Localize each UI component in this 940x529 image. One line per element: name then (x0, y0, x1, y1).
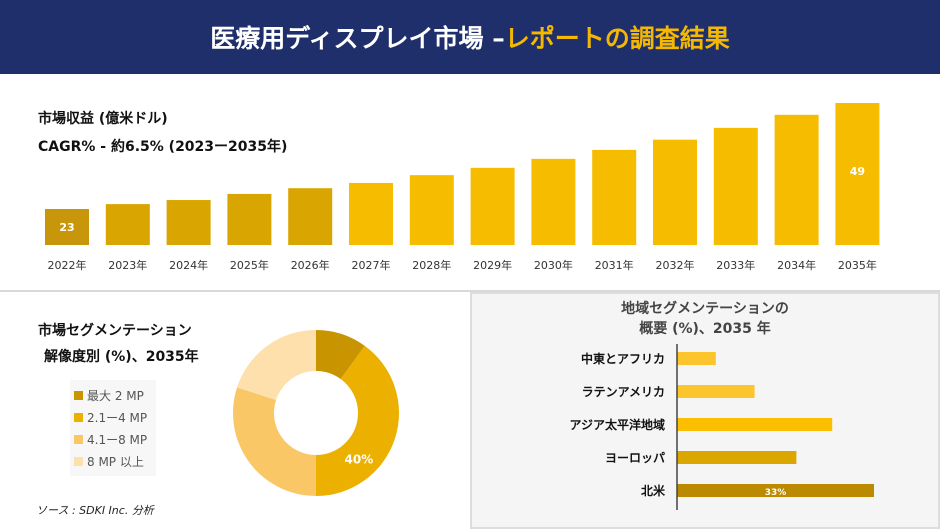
revenue-bar (45, 209, 89, 245)
revenue-chart: 23 2022年 2023年 2024年 2025年 2026年 2027年 2028年 202… (45, 103, 880, 272)
revenue-x-tick: 2035年 (838, 258, 877, 272)
revenue-x-tick: 2029年 (473, 258, 512, 272)
resolution-donut: 40% (232, 330, 399, 496)
revenue-title: 市場収益 (億米ドル) (38, 111, 168, 127)
source-note: ソース : SDKI Inc. 分析 (36, 504, 154, 517)
donut-slice (316, 345, 399, 496)
region-subtitle: 概要 (%)、2035 年 (639, 321, 771, 337)
revenue-bar (774, 114, 819, 245)
legend-swatch (74, 412, 83, 422)
revenue-bar (105, 204, 150, 245)
revenue-x-tick: 2026年 (291, 258, 330, 272)
region-label: ヨーロッパ (605, 451, 665, 465)
revenue-x-tick: 2027年 (352, 258, 391, 272)
revenue-bar (227, 193, 272, 245)
region-bar (677, 418, 833, 431)
legend-label: 4.1ー8 MP (87, 432, 148, 447)
revenue-x-tick: 2030年 (534, 258, 573, 272)
legend-label: 8 MP 以上 (87, 454, 144, 469)
legend-label: 最大 2 MP (87, 388, 144, 403)
revenue-bar (713, 127, 758, 245)
revenue-x-tick: 2022年 (48, 258, 87, 272)
resolution-subtitle: 解像度別 (%)、2035年 (44, 349, 199, 365)
revenue-bar (653, 139, 697, 245)
revenue-x-tick: 2025年 (230, 258, 269, 272)
cagr-text: CAGR% - 約6.5% (2023ー2035年) (38, 139, 288, 155)
region-data-label: 33% (765, 488, 787, 498)
region-label: 中東とアフリカ (581, 351, 665, 366)
revenue-panel: 市場収益 (億米ドル) CAGR% - 約6.5% (2023ー2035年) 2… (0, 74, 940, 290)
legend-swatch (74, 390, 83, 400)
revenue-x-tick: 2024年 (169, 258, 208, 272)
donut-slice (316, 330, 365, 380)
revenue-data-label: 23 (59, 221, 74, 234)
region-title: 地域セグメンテーションの (621, 301, 789, 317)
region-bar (677, 385, 755, 398)
region-bar (677, 352, 716, 365)
revenue-x-tick: 2032年 (656, 258, 695, 272)
revenue-x-tick: 2033年 (716, 258, 755, 272)
revenue-bar (409, 175, 454, 245)
legend-item: 2.1ー4 MP (74, 406, 152, 428)
legend-item: 最大 2 MP (74, 384, 152, 406)
revenue-bar (592, 149, 637, 245)
revenue-x-tick: 2028年 (412, 258, 451, 272)
header-title-accent: レポートの調査結果 (504, 24, 730, 53)
region-panel: 地域セグメンテーションの 概要 (%)、2035 年 中東とアフリカ ラテンアメリ… (470, 292, 940, 529)
revenue-data-label: 49 (850, 165, 865, 178)
revenue-x-tick: 2034年 (777, 258, 816, 272)
revenue-bar (835, 103, 880, 245)
revenue-bar (288, 188, 333, 245)
revenue-x-tick: 2023年 (108, 258, 147, 272)
legend-swatch (74, 456, 83, 466)
region-label: ラテンアメリカ (582, 385, 665, 399)
legend-swatch (74, 434, 83, 444)
revenue-x-tick: 2031年 (595, 258, 634, 272)
region-bar (677, 484, 874, 497)
revenue-bar (470, 167, 515, 245)
region-label: アジア太平洋地域 (569, 417, 665, 432)
legend-item: 4.1ー8 MP (74, 428, 152, 450)
page-header: 医療用ディスプレイ市場 – レポートの調査結果 (0, 0, 940, 74)
resolution-title: 市場セグメンテーション (38, 323, 192, 339)
revenue-bar (166, 200, 211, 245)
donut-slice (232, 387, 316, 496)
revenue-bar (349, 182, 393, 245)
donut-data-label: 40% (345, 452, 374, 466)
legend-item: 8 MP 以上 (74, 450, 152, 472)
revenue-bar (531, 158, 576, 245)
resolution-panel: 市場セグメンテーション 解像度別 (%)、2035年 最大 2 MP 2.1ー4 … (0, 292, 470, 529)
donut-legend: 最大 2 MP 2.1ー4 MP 4.1ー8 MP 8 MP 以上 (70, 380, 156, 476)
region-label: 北米 (641, 483, 666, 498)
divider (0, 290, 940, 292)
region-bar (677, 451, 797, 464)
donut-slice (237, 330, 316, 401)
header-title: 医療用ディスプレイ市場 – (210, 24, 505, 53)
legend-label: 2.1ー4 MP (87, 410, 148, 425)
